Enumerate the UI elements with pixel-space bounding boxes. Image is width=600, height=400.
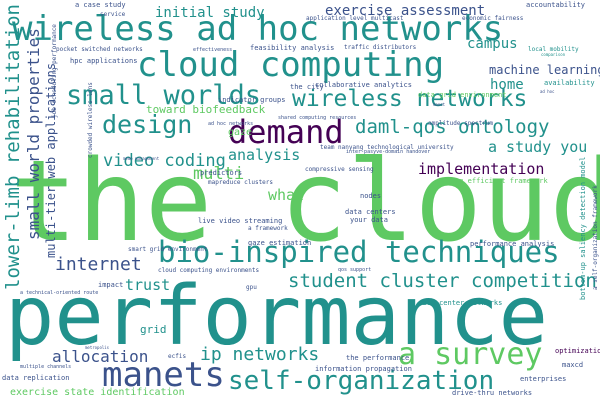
word: allocation: [52, 347, 149, 366]
word: a framework: [248, 225, 288, 232]
word: internet: [55, 254, 142, 275]
word: gaze estimation: [248, 239, 312, 247]
word: exercise state identification: [10, 387, 185, 398]
word: multiple channels: [20, 364, 72, 370]
word: predictors: [200, 169, 243, 177]
word: compressive sensing: [305, 166, 374, 173]
word: design: [102, 110, 193, 139]
word: memo management: [123, 156, 160, 161]
word: team nanyang technological university: [320, 144, 454, 151]
word: what: [268, 186, 305, 204]
word: manets: [102, 355, 225, 395]
word: data grid environment: [418, 91, 507, 99]
word: impact: [98, 281, 124, 289]
word: the performance: [346, 354, 410, 362]
word: smart grid environment: [128, 246, 208, 253]
word: data replication: [2, 374, 70, 382]
word: self-organization: [228, 366, 495, 396]
word: crowded wireless lans: [87, 82, 94, 158]
word: machine learning: [489, 63, 600, 77]
word: data centers: [345, 208, 396, 216]
word: nodes: [360, 192, 382, 200]
word: maxcd: [562, 361, 584, 369]
word: small worlds: [66, 80, 262, 111]
word: manet: [433, 102, 446, 107]
word: performance: [5, 269, 549, 364]
word: student cluster competition: [288, 270, 597, 292]
word: metropolis: [85, 345, 110, 350]
word: data center networks: [418, 299, 503, 307]
word: gaze: [228, 127, 253, 138]
word: a study you: [488, 138, 588, 156]
word: local mobility: [528, 46, 579, 53]
word: daml-qos ontology: [355, 116, 550, 138]
word: mapreduce clusters: [208, 179, 274, 186]
word: wireless ad hoc networks: [12, 9, 504, 49]
word: shared computing resources: [278, 115, 357, 121]
word: information propagation: [315, 365, 412, 373]
word: ecfis: [168, 353, 187, 360]
word: indicator groups: [218, 96, 286, 104]
word: initial study: [155, 5, 265, 21]
word: cloud computing environments: [158, 267, 260, 274]
word: wireless networks: [292, 86, 528, 112]
word: feasibility analysis: [250, 44, 335, 52]
word: implementation: [418, 160, 545, 178]
word: qos support: [338, 267, 372, 273]
word: collaborative analytics: [315, 81, 412, 89]
word: home: [490, 77, 524, 93]
word: small world properties: [24, 28, 43, 240]
word: demand: [228, 113, 344, 151]
word: grid: [140, 323, 167, 336]
word: an efficient framework: [455, 177, 548, 185]
word: the cloud: [10, 137, 600, 267]
word: accountability: [526, 1, 586, 9]
word: cloud computing: [137, 45, 445, 85]
word: video coding: [103, 151, 226, 171]
word: ad hoc: [540, 89, 555, 94]
word: a self-organization framework: [592, 185, 599, 290]
word: inter-pasyve-domain handover: [346, 149, 431, 155]
word: availability: [544, 79, 595, 87]
word: multi: [193, 164, 245, 184]
word: application level multicast: [306, 15, 404, 22]
word: performance analysis: [470, 240, 555, 248]
word: amplitude spectrum: [428, 120, 494, 127]
word: campus: [467, 36, 518, 52]
word: optimization: [555, 347, 600, 355]
word: the city: [290, 83, 324, 91]
word: economic fairness: [462, 15, 524, 22]
word: a technical-oriented route: [20, 290, 99, 296]
word: gpu: [246, 284, 257, 291]
word: job scheduling performance: [51, 24, 58, 118]
word: traffic distributors: [344, 44, 417, 51]
word: trust: [125, 276, 171, 294]
word: hpc applications: [70, 57, 138, 65]
word: enterprises: [520, 375, 567, 383]
word: live video streaming: [198, 217, 283, 225]
word: analysis: [228, 146, 301, 164]
word: toward biofeedback: [146, 103, 266, 116]
word: pocket switched networks: [56, 46, 143, 53]
word: a case study: [75, 1, 126, 9]
word: service: [100, 11, 126, 18]
word: ad hoc networks: [208, 121, 254, 127]
word: ip networks: [200, 344, 320, 365]
word: exercise assessment: [325, 3, 486, 19]
word: effectiveness: [193, 47, 233, 53]
word: a survey: [398, 337, 543, 372]
word: lower-limb rehabilitation: [2, 4, 24, 290]
word: bio-inspired techniques: [158, 235, 560, 269]
word: bottom-up saliency detection model: [579, 156, 587, 300]
word: drive-thru networks: [452, 389, 533, 397]
word: your data: [350, 216, 388, 224]
word: comparison: [541, 52, 566, 57]
